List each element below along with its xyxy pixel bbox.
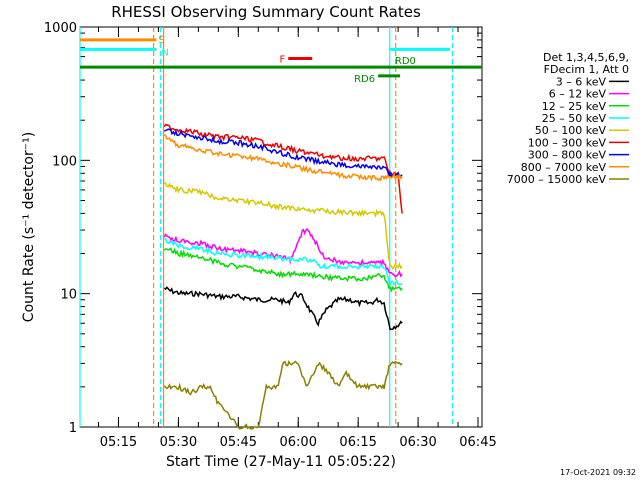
legend-entry-label: 12 – 25 keV [542,100,607,113]
y-tick-label: 1000 [44,21,77,36]
legend-entry-label: 25 – 50 keV [542,112,607,125]
footer-date: 17-Oct-2021 09:32 [560,468,636,477]
series-line [163,247,403,293]
x-tick-label: 06:15 [339,435,376,450]
legend-header: Det 1,3,4,5,6,9, [543,51,629,64]
legend-entry-label: 300 – 800 keV [528,149,607,162]
x-tick-label: 06:30 [399,435,436,450]
legend-entry-label: 800 – 7000 keV [521,161,607,174]
legend-header: FDecim 1, Att 0 [544,63,629,76]
flag-label: S [158,35,164,46]
x-tick-label: 05:30 [160,435,197,450]
legend-entry-label: 6 – 12 keV [549,88,607,101]
count-rate-series [163,123,403,430]
y-tick-label: 100 [52,154,77,169]
legend: Det 1,3,4,5,6,9,FDecim 1, Att 03 – 6 keV… [507,51,629,186]
axis-ticks: 1 10 100 1000 05:15 05:30 05:45 06:00 06:15 06:30… [44,21,497,450]
y-axis-label: Count Rate (s⁻¹ detector⁻¹) [21,132,37,322]
flag-label: N [161,47,168,58]
flag-label: RD0 [395,56,416,67]
series-line [163,134,403,182]
y-tick-label: 1 [69,421,77,436]
x-tick-label: 06:00 [280,435,317,450]
legend-entry-label: 7000 – 15000 keV [507,173,607,186]
series-line [163,227,403,278]
x-tick-label: 05:15 [100,435,137,450]
y-tick-label: 10 [60,288,77,303]
legend-entry-label: 3 – 6 keV [556,75,607,88]
series-line [163,286,403,331]
legend-entry-label: 50 – 100 keV [535,124,607,137]
x-tick-label: 06:45 [459,435,496,450]
chart-title: RHESSI Observing Summary Count Rates [111,3,421,21]
x-axis-label: Start Time (27-May-11 05:05:22) [166,454,396,470]
legend-entry-label: 100 – 300 keV [528,136,607,149]
series-line [163,181,403,271]
series-line [163,128,403,179]
flag-label: RD6 [354,74,375,85]
series-line [163,359,403,430]
mode-vertical-lines [79,27,454,427]
series-line [163,123,403,214]
plot-frame [79,26,483,428]
status-flags: SN F RD0 RD6 [80,35,482,85]
flag-label: F [279,55,285,66]
x-tick-label: 05:45 [220,435,257,450]
series-line [164,238,403,287]
